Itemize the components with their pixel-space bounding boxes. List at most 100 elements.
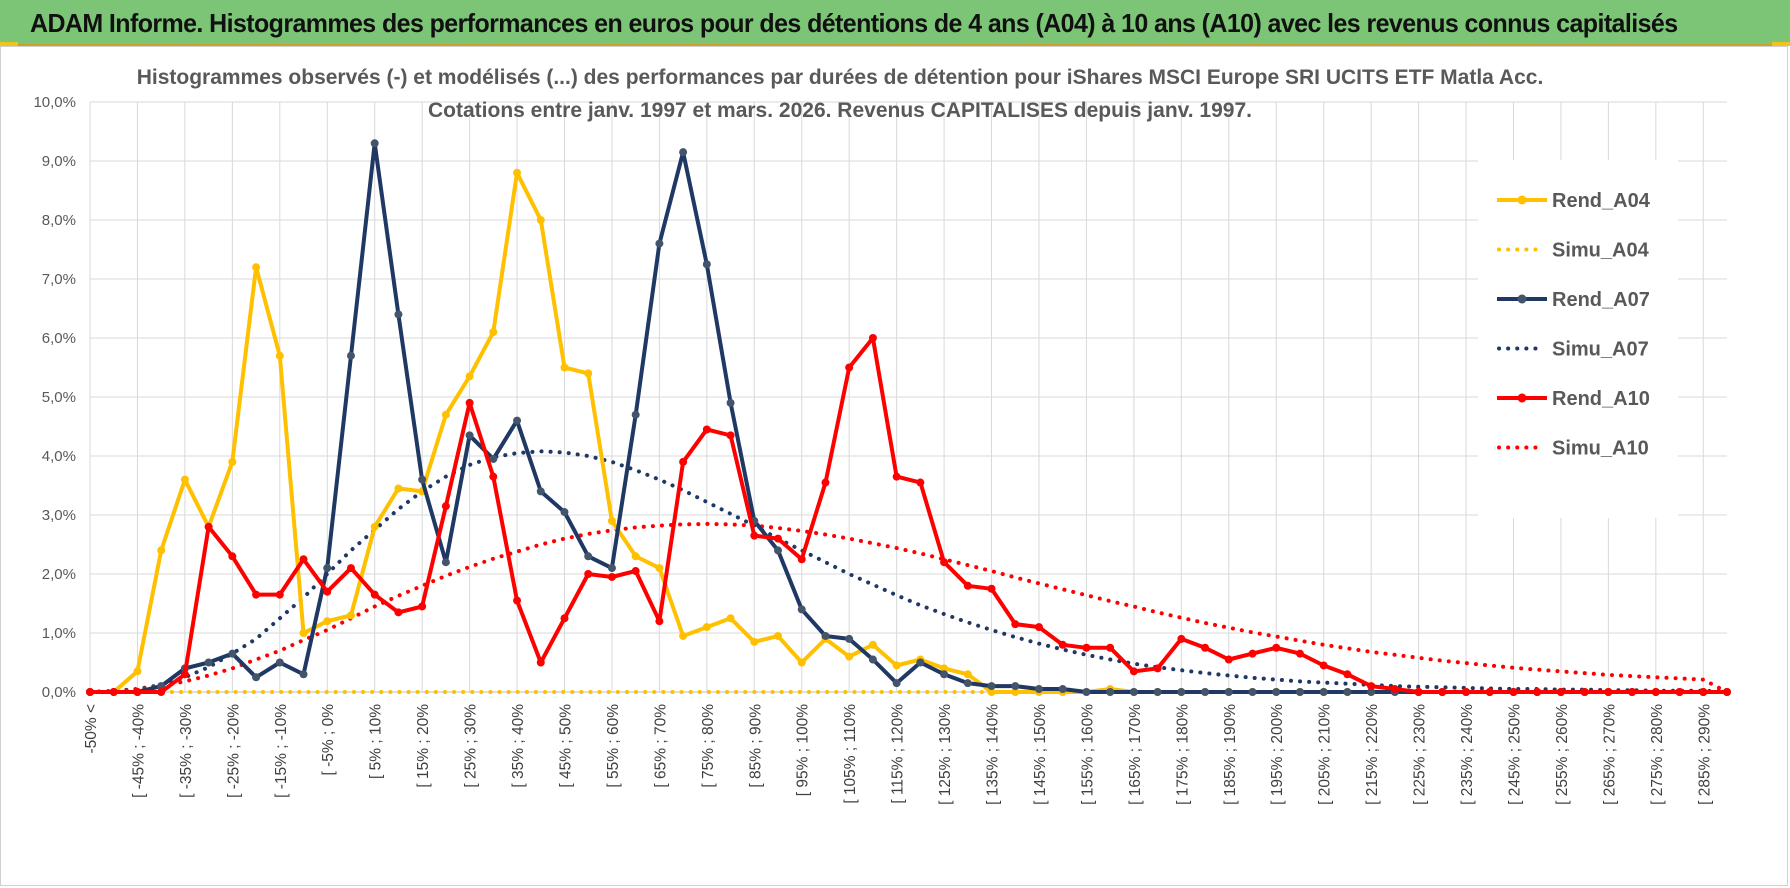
point-Rend_A10: [275, 590, 284, 599]
point-Rend_A07: [1272, 688, 1281, 696]
point-Rend_A10: [1628, 688, 1637, 696]
x-tick-label: [ -35% ; -30%: [178, 704, 195, 798]
point-Rend_A10: [252, 590, 261, 599]
x-axis: -50% < [ -45% ; -40% [ -35% ; -30% [ -25% ;…: [83, 691, 1727, 805]
point-Rend_A10: [1604, 688, 1613, 696]
point-Rend_A07: [655, 239, 664, 248]
point-Rend_A10: [963, 581, 972, 590]
point-Rend_A07: [1224, 688, 1233, 696]
point-Rend_A07: [845, 634, 854, 643]
point-Rend_A10: [157, 688, 166, 696]
point-Rend_A04: [607, 516, 616, 525]
point-Rend_A10: [987, 584, 996, 593]
point-Rend_A04: [868, 640, 877, 649]
point-Rend_A10: [1723, 688, 1731, 696]
point-Rend_A07: [821, 631, 830, 640]
point-Rend_A07: [513, 416, 522, 425]
x-tick-label: [ 115% ; 120%: [890, 704, 907, 804]
x-tick-label: -50% <: [83, 704, 100, 754]
legend-marker: [1517, 195, 1527, 205]
point-Rend_A07: [892, 679, 901, 688]
point-Rend_A07: [228, 649, 237, 658]
x-tick-label: [ -15% ; -10%: [273, 704, 290, 798]
point-Rend_A07: [1177, 688, 1186, 696]
point-Rend_A10: [1556, 688, 1565, 696]
point-Rend_A10: [1343, 670, 1352, 679]
point-Rend_A04: [346, 611, 355, 620]
point-Rend_A10: [1224, 655, 1233, 664]
point-Rend_A07: [465, 431, 474, 440]
point-Rend_A07: [441, 558, 450, 567]
point-Rend_A10: [584, 570, 593, 578]
x-tick-label: [ 245% ; 250%: [1506, 704, 1523, 805]
point-Rend_A04: [228, 457, 237, 466]
x-tick-label: [ -45% ; -40%: [130, 704, 147, 798]
point-Rend_A10: [1295, 649, 1304, 658]
point-Rend_A10: [726, 431, 735, 440]
point-Rend_A04: [702, 623, 711, 632]
x-tick-label: [ 275% ; 280%: [1649, 704, 1666, 805]
y-tick-label: 0,0%: [42, 684, 76, 701]
x-tick-label: [ 105% ; 110%: [842, 704, 859, 804]
point-Rend_A10: [655, 617, 664, 626]
point-Rend_A10: [702, 425, 711, 434]
legend: Rend_A04 Simu_A04 Rend_A07 Simu_A07 Rend_A10…: [1478, 160, 1678, 518]
y-tick-label: 4,0%: [42, 448, 76, 465]
point-Rend_A07: [679, 148, 688, 157]
y-tick-label: 7,0%: [42, 271, 76, 288]
y-tick-label: 1,0%: [42, 625, 76, 642]
legend-label: Rend_A04: [1552, 190, 1651, 212]
legend-entry-Simu_A04: Simu_A04: [1497, 240, 1650, 262]
point-Rend_A10: [465, 398, 474, 407]
point-Rend_A10: [1272, 643, 1281, 652]
x-tick-label: [ 195% ; 200%: [1269, 704, 1286, 805]
point-Rend_A10: [560, 614, 569, 623]
y-tick-label: 5,0%: [42, 389, 76, 406]
point-Rend_A10: [513, 596, 522, 605]
point-Rend_A10: [1699, 688, 1708, 696]
point-Rend_A07: [323, 564, 332, 573]
point-Rend_A04: [133, 667, 142, 676]
point-Rend_A07: [868, 655, 877, 664]
point-Rend_A07: [940, 670, 949, 679]
point-Rend_A07: [1082, 688, 1091, 696]
x-tick-label: [ 65% ; 70%: [652, 704, 669, 788]
point-Rend_A10: [1082, 643, 1091, 652]
point-Rend_A04: [892, 661, 901, 670]
chart-frame: [0, 46, 1788, 886]
legend-label: Simu_A10: [1552, 438, 1649, 460]
x-tick-label: [ 85% ; 90%: [747, 704, 764, 788]
point-Rend_A10: [1533, 688, 1542, 696]
point-Rend_A04: [655, 564, 664, 573]
point-Rend_A04: [987, 688, 996, 696]
x-tick-label: [ 5% ; 10%: [368, 704, 385, 779]
point-Rend_A04: [180, 475, 189, 484]
x-tick-label: [ 255% ; 260%: [1554, 704, 1571, 805]
point-Rend_A04: [157, 546, 166, 555]
y-tick-label: 2,0%: [42, 566, 76, 583]
point-Rend_A07: [607, 564, 616, 573]
point-Rend_A07: [726, 398, 735, 407]
series-Rend_A10: [86, 334, 1731, 696]
point-Rend_A10: [1011, 620, 1020, 629]
point-Rend_A10: [1485, 688, 1494, 696]
point-Rend_A07: [1343, 688, 1352, 696]
chart-title: Histogrammes observés (-) et modélisés (…: [137, 66, 1544, 89]
point-Rend_A10: [750, 531, 759, 540]
x-tick-label: [ 225% ; 230%: [1412, 704, 1429, 805]
point-Rend_A10: [868, 334, 877, 342]
x-tick-label: [ 95% ; 100%: [795, 704, 812, 796]
legend-marker: [1517, 294, 1527, 304]
point-Rend_A04: [275, 351, 284, 360]
x-tick-label: [ 15% ; 20%: [415, 704, 432, 788]
x-tick-label: [ -25% ; -20%: [225, 704, 242, 798]
point-Rend_A07: [346, 351, 355, 360]
point-Rend_A04: [465, 372, 474, 381]
point-Rend_A07: [797, 605, 806, 614]
x-tick-label: [ 215% ; 220%: [1364, 704, 1381, 805]
series-Simu_A07: [88, 449, 1729, 694]
point-Rend_A10: [204, 522, 213, 531]
point-Rend_A07: [1034, 685, 1043, 694]
point-Rend_A10: [1580, 688, 1589, 696]
x-tick-label: [ 135% ; 140%: [985, 704, 1002, 805]
